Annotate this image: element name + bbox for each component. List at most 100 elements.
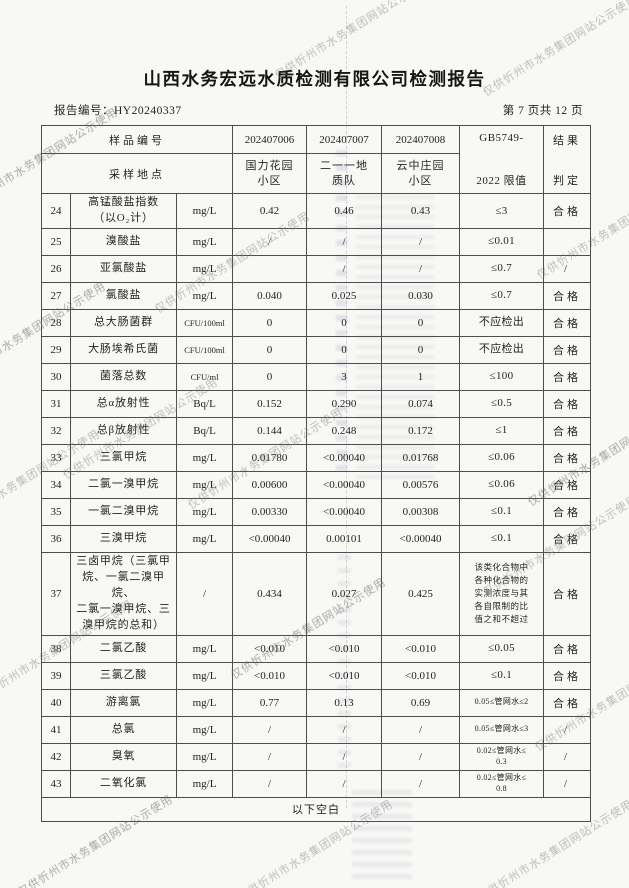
indicator-name: 菌落总数 bbox=[70, 362, 177, 391]
report-number: 报告编号：HY20240337 bbox=[54, 105, 182, 117]
sample1-value: 0.01780 bbox=[232, 443, 308, 472]
sample1-value: 0.42 bbox=[232, 193, 308, 229]
sample3-value: / bbox=[381, 715, 461, 744]
sample1-value: 0.434 bbox=[232, 551, 308, 636]
sample2-value: 0.00101 bbox=[306, 524, 383, 553]
sample1-value: 0.77 bbox=[232, 688, 308, 717]
unit: mg/L bbox=[175, 742, 234, 771]
row-number: 43 bbox=[41, 769, 71, 798]
unit: mg/L bbox=[175, 193, 234, 229]
sample3-value: / bbox=[381, 254, 461, 283]
result-judgement: 合格 bbox=[543, 308, 592, 337]
sample3-value: 0 bbox=[381, 335, 461, 364]
unit: mg/L bbox=[175, 497, 234, 526]
sample3-value: <0.010 bbox=[381, 661, 461, 690]
unit: mg/L bbox=[175, 470, 234, 499]
sampling-location-2: 二一一地质队 bbox=[306, 153, 383, 194]
indicator-name: 氯酸盐 bbox=[70, 281, 177, 310]
unit: CFU/ml bbox=[175, 362, 234, 391]
sample3-value: 0.00576 bbox=[381, 470, 461, 499]
result-judgement: 合格 bbox=[543, 661, 592, 690]
row-number: 34 bbox=[41, 470, 71, 499]
report-meta-row: 报告编号：HY20240337 第 7 页共 12 页 bbox=[54, 102, 583, 118]
limit-value: 该类化合物中 各种化合物的 实测浓度与其 各自限制的比 值之和不超过 bbox=[459, 551, 545, 636]
unit: mg/L bbox=[175, 227, 234, 256]
sample2-value: 0.248 bbox=[306, 416, 383, 445]
limit-value: ≤0.01 bbox=[459, 227, 545, 256]
header-row-sample-ids: 样品编号 202407006 202407007 202407008 GB574… bbox=[40, 125, 592, 194]
unit: mg/L bbox=[175, 661, 234, 690]
row-number: 37 bbox=[41, 551, 71, 636]
sample-id-1: 202407006 bbox=[232, 125, 308, 154]
indicator-name: 三卤甲烷（三氯甲 烷、一氯二溴甲烷、 二氯一溴甲烷、三 溴甲烷的总和） bbox=[70, 551, 177, 636]
row-number: 31 bbox=[41, 389, 71, 418]
sample2-value: <0.010 bbox=[306, 661, 383, 690]
indicator-name: 高锰酸盐指数 （以O₂计） bbox=[70, 193, 177, 229]
limit-value: ≤0.7 bbox=[459, 254, 545, 283]
result-judgement: 合格 bbox=[543, 634, 592, 663]
result-judgement: / bbox=[543, 742, 592, 771]
sample2-value: / bbox=[306, 254, 383, 283]
sample3-value: / bbox=[381, 742, 461, 771]
sample2-value: <0.00040 bbox=[306, 497, 383, 526]
sample1-value: 0.152 bbox=[232, 389, 308, 418]
sample2-value: 0.46 bbox=[306, 193, 383, 229]
result-judgement: / bbox=[543, 254, 592, 283]
unit: CFU/100ml bbox=[175, 335, 234, 364]
result-row: 43 二氧化氯 mg/L / //0.02≤管网水≤ 0.8/ bbox=[41, 769, 592, 798]
result-row: 40 游离氯 mg/L 0.77 0.13 0.69 0.05≤管网水≤2 合格 bbox=[41, 688, 592, 717]
sample2-value: 0.027 bbox=[306, 551, 383, 636]
report-title: 山西水务宏远水质检测有限公司检测报告 bbox=[143, 69, 486, 89]
standard-limit-header: GB5749- 2022 限值 bbox=[459, 125, 545, 194]
row-number: 24 bbox=[41, 193, 71, 229]
indicator-name: 一氯二溴甲烷 bbox=[70, 497, 177, 526]
result-judgement: 合格 bbox=[543, 497, 592, 526]
indicator-name: 三氯甲烷 bbox=[70, 443, 177, 472]
sample3-value: <0.00040 bbox=[381, 524, 461, 553]
result-header-line2: 判定 bbox=[553, 174, 582, 187]
limit-value: ≤0.05 bbox=[459, 634, 545, 663]
unit: mg/L bbox=[175, 281, 234, 310]
result-judgement: / bbox=[543, 715, 592, 744]
sample-id-2: 202407007 bbox=[306, 125, 383, 154]
unit: / bbox=[175, 551, 234, 636]
result-header-line1: 结果 bbox=[553, 134, 582, 147]
row-number: 36 bbox=[41, 524, 71, 553]
sample1-value: <0.010 bbox=[232, 661, 308, 690]
unit: mg/L bbox=[175, 524, 234, 553]
sample3-value: 0 bbox=[381, 308, 461, 337]
sample2-value: 0.290 bbox=[306, 389, 383, 418]
row-number: 28 bbox=[41, 308, 71, 337]
row-number: 42 bbox=[41, 742, 71, 771]
sample1-value: / bbox=[232, 227, 308, 256]
result-row: 30 菌落总数 CFU/ml 0 3 1 ≤100 合格 bbox=[41, 362, 592, 391]
sample2-value: 0.13 bbox=[306, 688, 383, 717]
unit: mg/L bbox=[175, 715, 234, 744]
page-indicator: 第 7 页共 12 页 bbox=[502, 105, 583, 117]
sample3-value: / bbox=[381, 769, 461, 798]
row-number: 39 bbox=[41, 661, 71, 690]
sample3-value: / bbox=[381, 227, 461, 256]
header-row-locations: 采样地点 国力花园小区 二一一地质队 云中庄园小区 bbox=[40, 153, 591, 194]
sample1-value: / bbox=[232, 715, 308, 744]
sampling-location-label: 采样地点 bbox=[40, 153, 234, 194]
unit: mg/L bbox=[175, 254, 234, 283]
sample3-value: 0.00308 bbox=[381, 497, 461, 526]
result-row: 39 三氯乙酸 mg/L <0.010 <0.010 <0.010 ≤0.1 合格 bbox=[41, 661, 592, 690]
sample3-value: 0.01768 bbox=[381, 443, 461, 472]
limit-value: ≤100 bbox=[459, 362, 545, 391]
limit-value: 0.05≤管网水≤2 bbox=[459, 688, 545, 717]
sample2-value: 3 bbox=[306, 362, 383, 391]
unit: Bq/L bbox=[175, 416, 234, 445]
blank-note: 以下空白 bbox=[40, 796, 592, 822]
result-row: 28 总大肠菌群 CFU/100ml 0 0 0 不应检出 合格 bbox=[41, 308, 592, 337]
sample2-value: 0 bbox=[306, 308, 383, 337]
blank-note-row: 以下空白 bbox=[40, 796, 592, 822]
sample3-value: 0.074 bbox=[381, 389, 461, 418]
sample1-value: 0.00330 bbox=[232, 497, 308, 526]
result-judgement: 合格 bbox=[543, 335, 592, 364]
sample3-value: 0.43 bbox=[381, 193, 461, 229]
sample1-value: 0.040 bbox=[232, 281, 308, 310]
sample3-value: <0.010 bbox=[381, 634, 461, 663]
